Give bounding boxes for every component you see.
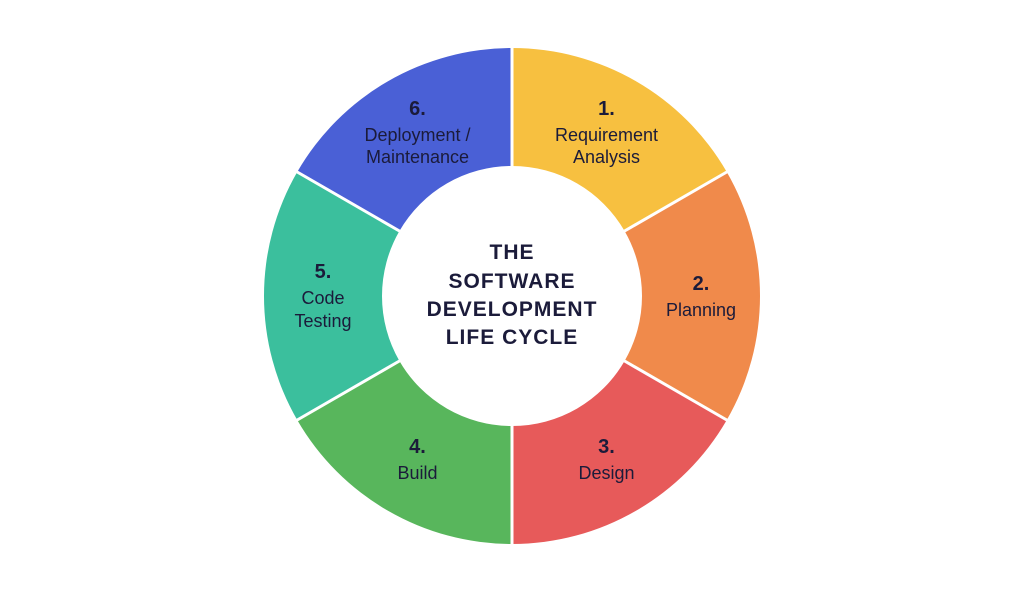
sdlc-diagram: THE SOFTWARE DEVELOPMENT LIFE CYCLE 1. R… — [0, 0, 1024, 593]
donut-chart — [0, 0, 1024, 593]
